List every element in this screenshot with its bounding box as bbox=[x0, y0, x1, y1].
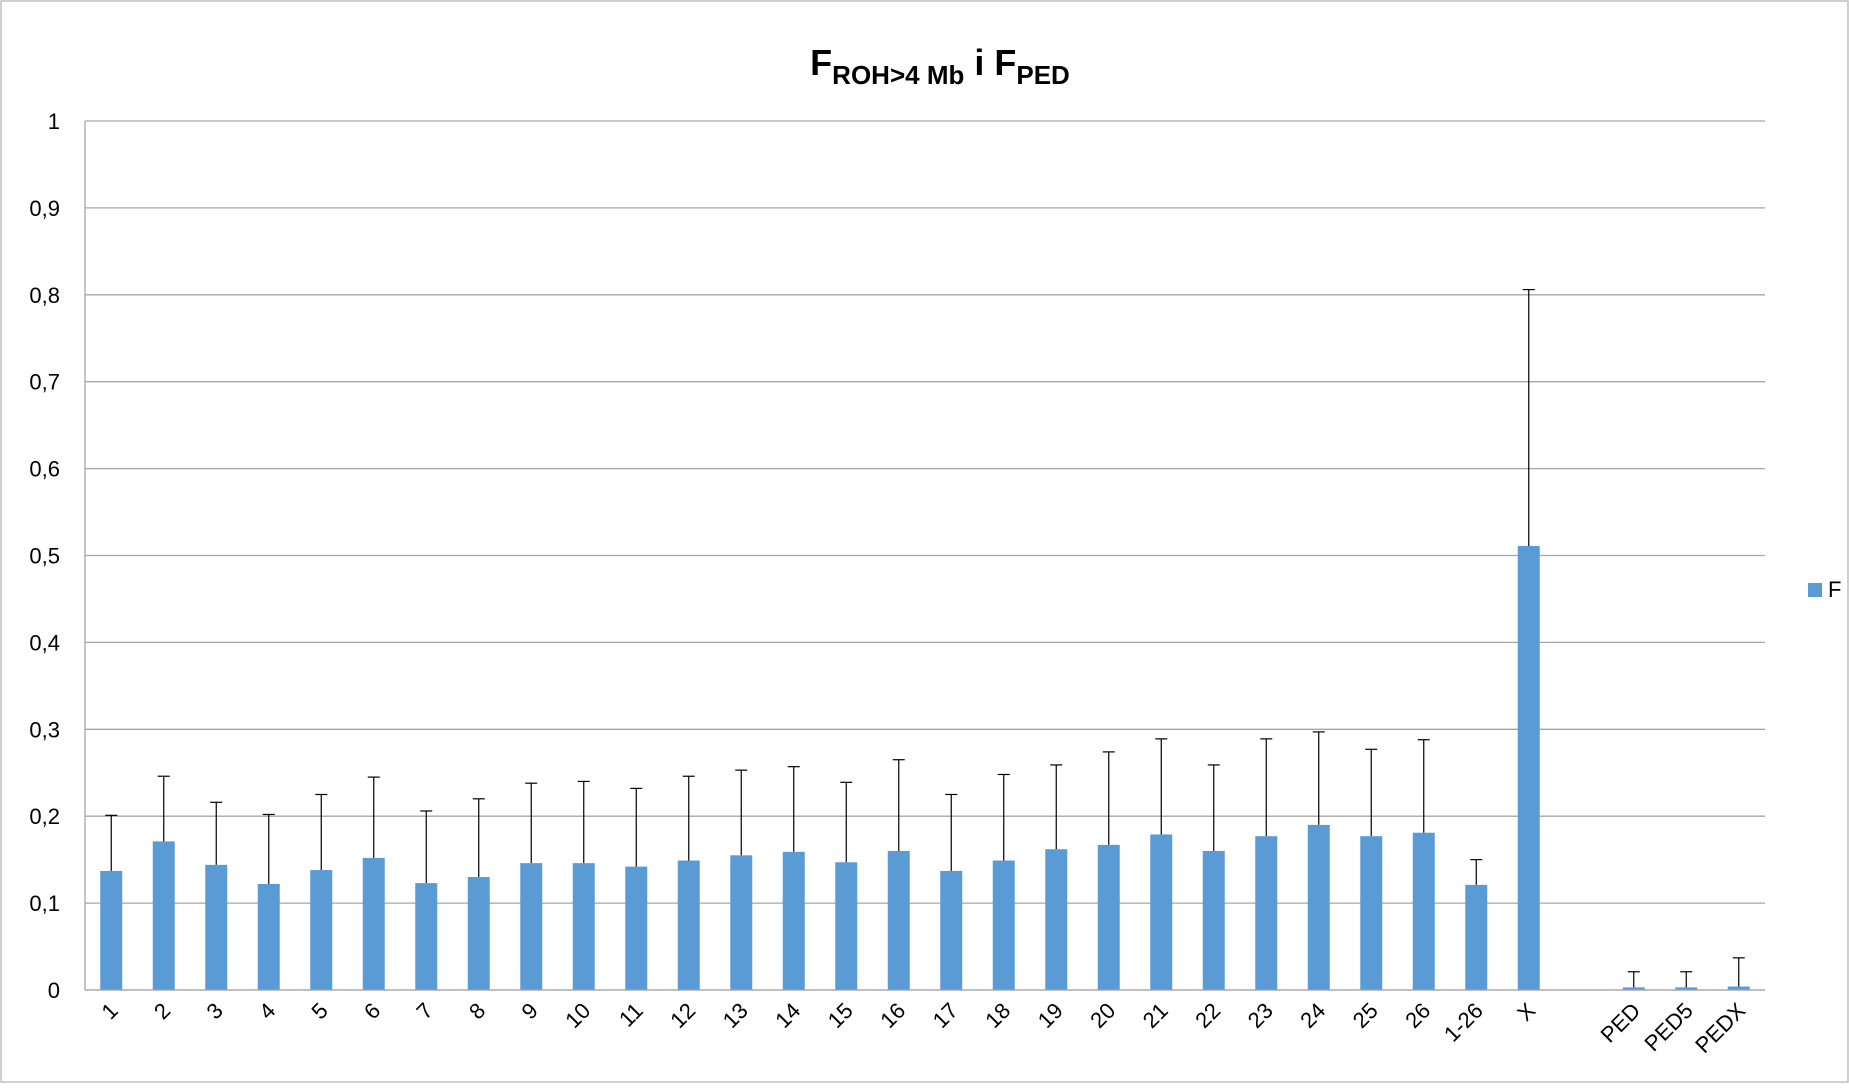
bar bbox=[782, 851, 805, 990]
y-tick-label: 0 bbox=[48, 978, 60, 1003]
title-subscript-ped: PED bbox=[1016, 60, 1069, 90]
gridlines bbox=[85, 120, 1765, 991]
bar bbox=[520, 863, 543, 990]
bar bbox=[835, 862, 858, 990]
bars bbox=[100, 545, 1750, 990]
title-main: F bbox=[810, 42, 832, 83]
y-tick-label: 0,7 bbox=[29, 370, 60, 395]
y-tick-label: 0,6 bbox=[29, 457, 60, 482]
bar bbox=[730, 855, 753, 990]
title-mid: i F bbox=[964, 42, 1016, 83]
bar bbox=[992, 860, 1015, 990]
y-axis: 0 0,1 0,2 0,3 0,4 0,5 0,6 0,7 0,8 0,9 1 bbox=[29, 109, 86, 1003]
bar bbox=[362, 857, 385, 990]
bar bbox=[1675, 987, 1698, 990]
bar bbox=[1412, 832, 1435, 990]
y-tick-label: 0,4 bbox=[29, 630, 60, 655]
bar bbox=[467, 877, 490, 990]
y-tick-label: 1 bbox=[48, 109, 60, 134]
bar bbox=[1517, 545, 1540, 990]
bar bbox=[677, 860, 700, 990]
bar bbox=[572, 863, 595, 990]
error-bars bbox=[105, 288, 1745, 988]
y-tick-label: 0,1 bbox=[29, 891, 60, 916]
bar bbox=[1360, 836, 1383, 990]
y-tick-label: 0,8 bbox=[29, 283, 60, 308]
bar bbox=[1465, 884, 1488, 990]
y-tick-label: 0,3 bbox=[29, 717, 60, 742]
bar bbox=[1097, 844, 1120, 990]
title-subscript-roh: ROH>4 Mb bbox=[832, 60, 964, 90]
bar bbox=[205, 864, 228, 990]
bar bbox=[1202, 850, 1225, 990]
bar bbox=[625, 866, 648, 990]
y-tick-label: 0,9 bbox=[29, 196, 60, 221]
chart-title: FROH>4 Mb i FPED bbox=[810, 42, 1070, 90]
bar bbox=[887, 850, 910, 990]
bar bbox=[1307, 824, 1330, 990]
legend-label: F bbox=[1828, 577, 1841, 602]
bar bbox=[1622, 987, 1645, 990]
bar bbox=[415, 883, 438, 990]
legend-swatch bbox=[1808, 583, 1822, 597]
bar bbox=[1727, 986, 1750, 990]
bar bbox=[257, 883, 280, 990]
bar bbox=[100, 870, 123, 990]
bar bbox=[1255, 836, 1278, 990]
bar bbox=[310, 870, 333, 990]
bar bbox=[152, 841, 175, 990]
y-tick-label: 0,2 bbox=[29, 804, 60, 829]
legend: F bbox=[1808, 577, 1841, 602]
bar bbox=[1045, 849, 1068, 990]
y-tick-label: 0,5 bbox=[29, 544, 60, 569]
bar bbox=[940, 870, 963, 990]
bar bbox=[1150, 834, 1173, 990]
